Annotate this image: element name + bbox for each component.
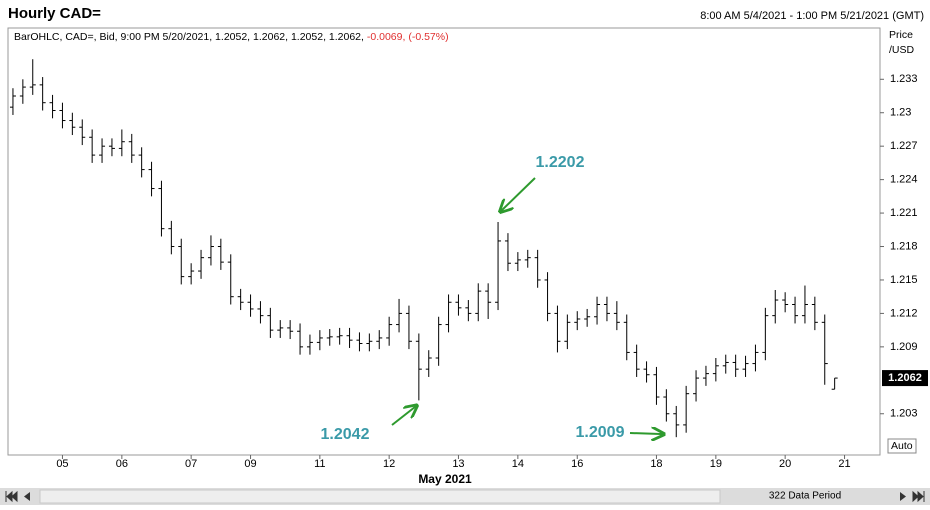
y-tick-label: 1.227 xyxy=(890,140,918,152)
auto-button-label[interactable]: Auto xyxy=(891,440,913,452)
y-tick-label: 1.218 xyxy=(890,240,918,252)
y-axis-label: /USD xyxy=(889,44,915,56)
y-tick-label: 1.212 xyxy=(890,307,918,319)
x-tick-label: 19 xyxy=(710,458,722,470)
x-tick-label: 16 xyxy=(571,458,583,470)
last-price-label: 1.2062 xyxy=(888,372,922,384)
y-tick-label: 1.221 xyxy=(890,207,918,219)
data-period: 322 Data Period xyxy=(769,491,841,502)
y-tick-label: 1.215 xyxy=(890,274,918,286)
annotation-label: 1.2202 xyxy=(536,154,585,171)
info-text: BarOHLC, CAD=, Bid, 9:00 PM 5/20/2021, 1… xyxy=(14,31,364,43)
first-button[interactable] xyxy=(5,490,18,503)
scroll-thumb[interactable] xyxy=(39,489,721,504)
x-tick-label: 05 xyxy=(56,458,68,470)
annotation-label: 1.2009 xyxy=(576,424,625,441)
chart-title: Hourly CAD= xyxy=(8,5,101,22)
y-tick-label: 1.224 xyxy=(890,174,918,186)
last-button[interactable] xyxy=(912,490,925,503)
date-range: 8:00 AM 5/4/2021 - 1:00 PM 5/21/2021 (GM… xyxy=(700,10,924,22)
y-axis-label: Price xyxy=(889,29,913,41)
auto-button[interactable] xyxy=(887,438,917,454)
x-tick-label: 14 xyxy=(512,458,524,470)
x-tick-label: 20 xyxy=(779,458,791,470)
y-tick-label: 1.203 xyxy=(890,408,918,420)
x-tick-label: 09 xyxy=(244,458,256,470)
last-price-box xyxy=(882,370,928,387)
next-button[interactable] xyxy=(900,492,906,501)
x-tick-label: 11 xyxy=(314,458,325,470)
annotation-arrow xyxy=(500,177,536,212)
scroll-buttons xyxy=(5,490,925,503)
ohlc-bars xyxy=(9,59,838,438)
x-tick-label: 18 xyxy=(650,458,662,470)
change-text: -0.0069, (-0.57%) xyxy=(367,31,449,43)
x-tick-label: 07 xyxy=(185,458,197,470)
y-tick-label: 1.23 xyxy=(890,107,911,119)
series-info: BarOHLC, CAD=, Bid, 9:00 PM 5/20/2021, 1… xyxy=(14,31,449,43)
x-tick-label: 13 xyxy=(452,458,464,470)
prev-button[interactable] xyxy=(24,492,30,501)
x-tick-label: 12 xyxy=(383,458,395,470)
y-tick-label: 1.209 xyxy=(890,341,918,353)
annotation-arrow xyxy=(629,433,664,434)
annotation-arrow xyxy=(391,405,417,426)
x-tick-label: 21 xyxy=(838,458,850,470)
x-axis-label: May 2021 xyxy=(418,472,472,486)
y-tick-label: 1.233 xyxy=(890,73,918,85)
x-tick-label: 06 xyxy=(116,458,128,470)
annotation-label: 1.2042 xyxy=(321,426,370,443)
